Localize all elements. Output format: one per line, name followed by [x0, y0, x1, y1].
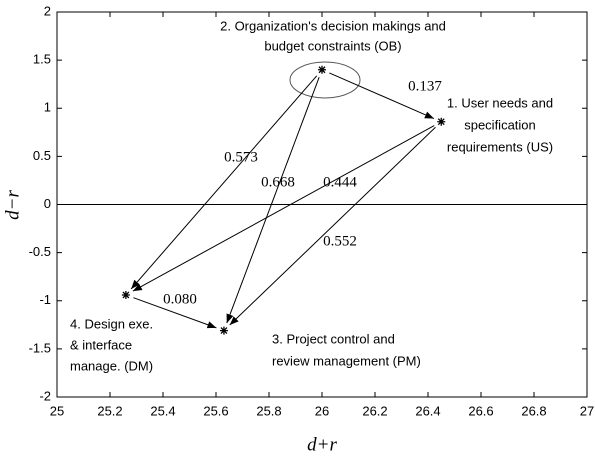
- arrow-label: 0.080: [163, 291, 197, 307]
- point-label: & interface: [70, 337, 132, 352]
- y-tick-label: -0.5: [29, 244, 51, 259]
- y-tick-label: 0: [44, 196, 51, 211]
- arrow-label: 0.573: [224, 149, 258, 165]
- x-tick-label: 26.2: [362, 403, 387, 418]
- x-tick-label: 25.6: [203, 403, 228, 418]
- point-label: 4. Design exe.: [70, 316, 153, 331]
- y-tick-label: 2: [44, 3, 51, 18]
- y-tick-label: -1: [39, 292, 51, 307]
- x-axis-title: d+r: [307, 434, 337, 455]
- point: [121, 290, 130, 299]
- y-tick-label: 1: [44, 100, 51, 115]
- point: [219, 326, 228, 335]
- arrow-label: 0.444: [323, 174, 357, 190]
- x-tick-label: 25.4: [150, 403, 175, 418]
- arrow-label: 0.137: [408, 78, 442, 94]
- point-label: budget constraints (OB): [264, 38, 401, 53]
- point-label: manage. (DM): [70, 358, 153, 373]
- x-tick-label: 26.4: [415, 403, 440, 418]
- point-label: 2. Organization's decision makings and: [220, 18, 446, 33]
- arrow: [133, 297, 217, 329]
- y-tick-label: 0.5: [33, 148, 51, 163]
- y-tick-label: 1.5: [33, 52, 51, 67]
- point-label: 3. Project control and: [272, 331, 395, 346]
- point: [437, 117, 446, 126]
- highlight-ellipse: [289, 61, 361, 99]
- x-tick-label: 26: [315, 403, 329, 418]
- y-tick-label: -2: [39, 388, 51, 403]
- x-tick-label: 25.2: [97, 403, 122, 418]
- x-tick-label: 26.6: [468, 403, 493, 418]
- point-label: 1. User needs and: [447, 95, 553, 110]
- arrow: [132, 125, 435, 292]
- point-label: requirements (US): [447, 139, 553, 154]
- point-label: review management (PM): [272, 353, 421, 368]
- arrow: [329, 72, 435, 119]
- arrow: [130, 75, 318, 290]
- arrow-label: 0.552: [323, 233, 357, 249]
- x-tick-label: 25: [50, 403, 64, 418]
- x-tick-label: 25.8: [256, 403, 281, 418]
- x-tick-label: 27: [580, 403, 594, 418]
- arrow: [229, 126, 436, 326]
- point: [318, 65, 326, 74]
- point-label: specification: [464, 117, 536, 132]
- y-tick-label: -1.5: [29, 340, 51, 355]
- arrow-label: 0.668: [261, 174, 295, 190]
- y-axis-title: d−r: [2, 190, 23, 220]
- arrow: [226, 77, 320, 324]
- x-tick-label: 26.8: [521, 403, 546, 418]
